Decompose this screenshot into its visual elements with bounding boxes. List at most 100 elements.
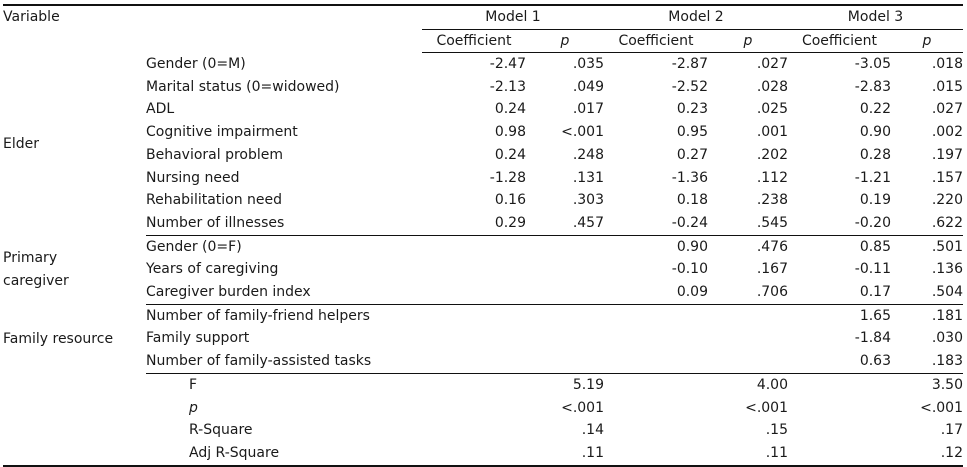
table-row: Family resource Number of family-friend h… — [3, 304, 963, 347]
summary-value: .12 — [788, 441, 963, 467]
p-value-cell: .027 — [931, 101, 963, 118]
coefficient-cell: 0.22 — [859, 101, 891, 118]
p-value-cell — [526, 235, 604, 258]
table-row: Marital status (0=widowed) -2.13 .049 -2.52… — [3, 76, 963, 99]
model-2-header: Model 2 — [604, 4, 788, 30]
p-value-cell: .027 — [756, 56, 788, 72]
p-value-cell: .025 — [756, 101, 788, 118]
p-value-cell: .112 — [756, 169, 788, 186]
variable-label: Family support — [146, 330, 250, 347]
coefficient-cell: -2.13 — [489, 78, 526, 95]
coefficient-cell: 0.98 — [494, 124, 526, 141]
p-value-cell: .501 — [931, 238, 963, 255]
p-value-cell — [526, 258, 604, 281]
coefficient-cell: 0.95 — [676, 124, 708, 141]
group-label: Family resource — [3, 304, 146, 373]
coefficient-cell: 0.85 — [859, 238, 891, 255]
p-value-cell — [526, 327, 604, 350]
coefficient-cell: -1.84 — [854, 330, 891, 347]
coefficient-cell: -0.11 — [854, 261, 891, 278]
coefficient-cell — [604, 304, 708, 327]
p-value-cell: .136 — [931, 261, 963, 278]
p-value-cell: .545 — [708, 211, 788, 236]
summary-value: .17 — [940, 422, 963, 439]
table-row: Behavioral problem 0.24 .248 0.27 .202 0.28 .1… — [3, 144, 963, 167]
regression-table: Variable Model 1 Model 2 Model 3 Coeffic… — [3, 4, 963, 467]
p-value-cell: .183 — [891, 350, 963, 374]
variable-label: Marital status (0=widowed) — [146, 78, 340, 95]
coefficient-cell: -3.05 — [854, 56, 891, 72]
p-value-cell: .002 — [931, 124, 963, 141]
p-value-cell: .157 — [931, 169, 963, 186]
variable-label: Number of family-assisted tasks — [146, 350, 422, 374]
p-value-cell: .504 — [891, 281, 963, 305]
group-label: Primary caregiver — [3, 235, 146, 304]
summary-value: 3.50 — [931, 376, 963, 393]
coefficient-cell: -1.21 — [854, 169, 891, 186]
p-value-cell: .238 — [756, 192, 788, 209]
coefficient-cell — [422, 304, 526, 327]
summary-spacer — [3, 419, 146, 442]
coefficient-cell: 0.23 — [676, 101, 708, 118]
p-value-cell: .706 — [708, 281, 788, 305]
p-value-cell: .167 — [756, 261, 788, 278]
p-value-cell: .303 — [572, 192, 604, 209]
p-value-cell: .001 — [756, 124, 788, 141]
summary-spacer — [3, 397, 146, 420]
summary-value: .11 — [604, 441, 788, 467]
p-value-cell: .181 — [931, 307, 963, 324]
table-row: Elder Gender (0=M) -2.47 .035 -2.87 .027 -3.05… — [3, 53, 963, 152]
coefficient-cell: -2.47 — [489, 56, 526, 72]
coefficient-cell: 0.90 — [676, 238, 708, 255]
p-value-cell: .017 — [572, 101, 604, 118]
summary-row: Adj R-Square .11.11.12 — [3, 441, 963, 467]
p-value-cell: .622 — [891, 211, 963, 236]
table-row: Caregiver burden index 0.09.706 0.17.504 — [3, 281, 963, 305]
p-value-cell: .015 — [931, 78, 963, 95]
p-value-cell: .028 — [756, 78, 788, 95]
coefficient-cell — [422, 235, 526, 258]
p-value-cell: .457 — [526, 211, 604, 236]
summary-value: .15 — [765, 422, 788, 439]
variable-label: Number of illnesses — [146, 211, 422, 236]
summary-label: Adj R-Square — [146, 441, 422, 467]
p-value-cell — [526, 350, 604, 374]
model-3-coefficient-header: Coefficient — [788, 29, 891, 53]
table-row: Primary caregiver Gender (0=F) 0.90 .476 0.85… — [3, 235, 963, 289]
coefficient-cell: 0.28 — [859, 146, 891, 163]
coefficient-cell — [604, 327, 708, 350]
coefficient-cell: -2.83 — [854, 78, 891, 95]
model-3-p-header: p — [891, 29, 963, 53]
summary-value: <.001 — [745, 399, 788, 416]
table-row: Cognitive impairment 0.98 <.001 0.95 .001 0.9… — [3, 121, 963, 144]
coefficient-cell: 1.65 — [859, 307, 891, 324]
table-row: Rehabilitation need 0.16 .303 0.18 .238 0.19.… — [3, 189, 963, 212]
table-row: ADL 0.24 .017 0.23 .025 0.22 .027 — [3, 98, 963, 121]
header-spacer — [146, 4, 422, 53]
coefficient-cell — [422, 327, 526, 350]
model-3-header: Model 3 — [788, 4, 963, 30]
summary-row: F 5.19 4.00 3.50 — [3, 373, 963, 396]
p-value-cell: .248 — [572, 146, 604, 163]
coefficient-cell: -0.10 — [671, 261, 708, 278]
summary-value: 4.00 — [756, 376, 788, 393]
summary-value: 5.19 — [572, 376, 604, 393]
p-value-cell: .035 — [572, 56, 604, 72]
coefficient-cell: -0.24 — [604, 211, 708, 236]
coefficient-cell — [422, 258, 526, 281]
coefficient-cell: 0.90 — [859, 124, 891, 141]
variable-label: Rehabilitation need — [146, 192, 283, 209]
table-row: Years of caregiving -0.10 .167 -0.11 .136 — [3, 258, 963, 281]
p-value-cell: .476 — [756, 238, 788, 255]
coefficient-cell: 0.18 — [676, 192, 708, 209]
variable-label: Behavioral problem — [146, 146, 284, 163]
summary-label: R-Square — [189, 422, 253, 439]
header-row-columns: Coefficient p Coefficient p Coefficient … — [3, 29, 963, 53]
variable-label: Cognitive impairment — [146, 124, 298, 141]
table-row: Number of illnesses 0.29.457 -0.24.545 -0.2… — [3, 211, 963, 236]
coefficient-cell: 0.63 — [788, 350, 891, 374]
summary-label: F — [189, 376, 198, 393]
model-1-p-header: p — [526, 29, 604, 53]
p-value-cell: .018 — [931, 56, 963, 72]
coefficient-cell: 0.24 — [494, 101, 526, 118]
